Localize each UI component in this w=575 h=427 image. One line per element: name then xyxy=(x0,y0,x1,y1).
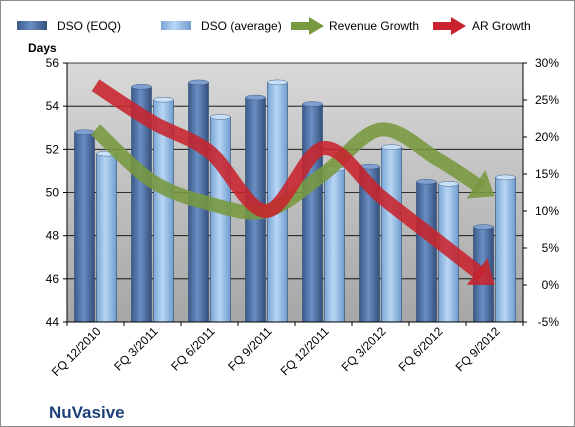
y-axis-label: Days xyxy=(28,41,57,55)
revenue-growth-line xyxy=(90,122,485,220)
axes-layer xyxy=(63,62,527,326)
legend-swatch-dso-average xyxy=(161,21,191,30)
x-tick-label: FQ 6/2011 xyxy=(168,324,218,374)
y-tick-label: 54 xyxy=(46,99,60,113)
y2-tick-label: 0% xyxy=(542,278,560,292)
bar-cap xyxy=(438,181,459,187)
legend-swatch-dso-eoq xyxy=(17,21,47,30)
bar-dso-average xyxy=(495,177,516,323)
bar-cap xyxy=(381,144,402,150)
bar-cap xyxy=(188,79,209,86)
ar-growth-arrowhead xyxy=(466,258,495,285)
legend-arrow-revenue-growth xyxy=(291,17,324,35)
y2-tick-label: 10% xyxy=(535,204,559,218)
growth-arrows-layer xyxy=(90,79,495,285)
bar-dso-average xyxy=(96,153,117,323)
x-tick-label: FQ 12/2011 xyxy=(278,324,332,378)
legend: DSO (EOQ) DSO (average) Revenue Growth A… xyxy=(17,17,531,35)
y2-tick-label: 15% xyxy=(535,167,559,181)
revenue-growth-arrowhead xyxy=(466,169,495,199)
bar-cap xyxy=(210,114,231,120)
bar-dso-average xyxy=(324,168,345,323)
bar-cap xyxy=(74,129,95,135)
x-tick-label: FQ 9/2011 xyxy=(225,324,275,374)
bar-cap xyxy=(267,79,288,86)
y2-tick-label: 20% xyxy=(535,130,559,144)
company-name: NuVasive xyxy=(49,403,125,422)
y-tick-label: 46 xyxy=(46,272,60,286)
legend-label-dso-average: DSO (average) xyxy=(201,19,282,33)
bar-cap xyxy=(245,94,266,101)
bar-cap xyxy=(495,174,516,181)
legend-label-ar-growth: AR Growth xyxy=(472,19,531,33)
legend-arrow-ar-growth xyxy=(433,17,466,35)
y-tick-label: 56 xyxy=(46,56,60,70)
legend-label-revenue-growth: Revenue Growth xyxy=(329,19,419,33)
y2-tick-label: -5% xyxy=(538,315,560,329)
y2-tick-label: 30% xyxy=(535,56,559,70)
y-tick-label: 50 xyxy=(46,186,60,200)
bar-dso-average xyxy=(381,146,402,323)
bar-dso-eoq xyxy=(74,131,95,323)
bar-dso-eoq xyxy=(302,103,323,323)
ar-growth-line xyxy=(91,79,487,281)
bar-cap xyxy=(416,179,437,185)
x-tick-label: FQ 9/2012 xyxy=(453,324,503,374)
x-tick-label: FQ 6/2012 xyxy=(396,324,446,374)
x-tick-label: FQ 12/2010 xyxy=(49,324,104,379)
legend-label-dso-eoq: DSO (EOQ) xyxy=(57,19,121,33)
x-tick-label: FQ 3/2012 xyxy=(339,324,389,374)
bar-cap xyxy=(302,101,323,107)
bar-dso-eoq xyxy=(416,181,437,323)
bar-cap xyxy=(473,224,494,230)
bar-cap xyxy=(131,84,152,90)
y2-tick-label: 25% xyxy=(535,93,559,107)
y-tick-label: 44 xyxy=(46,315,60,329)
y-tick-label: 48 xyxy=(46,229,60,243)
y2-tick-label: 5% xyxy=(542,241,560,255)
bar-cap xyxy=(153,96,174,103)
y-tick-label: 52 xyxy=(46,142,60,156)
x-tick-label: FQ 3/2011 xyxy=(111,324,161,374)
